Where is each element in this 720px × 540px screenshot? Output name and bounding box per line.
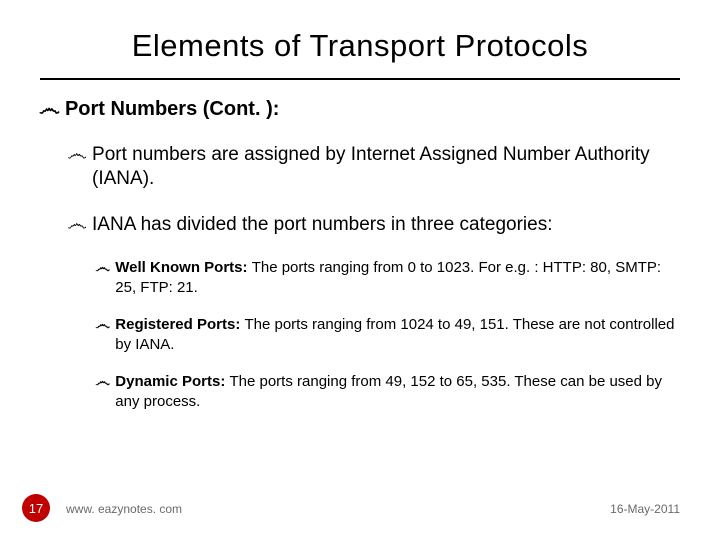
list-item-text: Registered Ports: The ports ranging from… [115, 315, 680, 354]
slide-body: ෴ Port Numbers (Cont. ): ෴ Port numbers … [40, 80, 680, 411]
term: Registered Ports: [115, 316, 244, 333]
footer-url: www. eazynotes. com [66, 502, 182, 516]
list-item-text: Port numbers are assigned by Internet As… [92, 143, 680, 191]
list-item: ෴ IANA has divided the port numbers in t… [68, 213, 680, 237]
slide-footer: 17 www. eazynotes. com 16-May-2011 [0, 490, 720, 522]
term: Dynamic Ports: [115, 373, 229, 390]
bullet-icon: ෴ [67, 213, 87, 237]
list-item: ෴ Port numbers are assigned by Internet … [68, 143, 680, 191]
level2-list: ෴ Port numbers are assigned by Internet … [40, 143, 680, 411]
list-item: ෴ Dynamic Ports: The ports ranging from … [96, 372, 680, 411]
bullet-icon: ෴ [95, 372, 110, 390]
level3-list: ෴ Well Known Ports: The ports ranging fr… [68, 258, 680, 411]
list-item: ෴ Registered Ports: The ports ranging fr… [96, 315, 680, 354]
term: Well Known Ports: [115, 259, 251, 276]
footer-date: 16-May-2011 [610, 502, 680, 516]
heading-l1: ෴ Port Numbers (Cont. ): [40, 98, 680, 121]
page-number: 17 [29, 501, 43, 516]
list-item: ෴ Well Known Ports: The ports ranging fr… [96, 258, 680, 297]
heading-l1-text: Port Numbers (Cont. ): [65, 98, 279, 121]
slide: Elements of Transport Protocols ෴ Port N… [0, 0, 720, 540]
bullet-icon: ෴ [39, 98, 60, 121]
bullet-icon: ෴ [67, 143, 87, 167]
list-item-text: IANA has divided the port numbers in thr… [92, 213, 552, 237]
page-number-badge: 17 [22, 494, 50, 522]
slide-title: Elements of Transport Protocols [40, 20, 680, 80]
bullet-icon: ෴ [95, 315, 110, 333]
bullet-icon: ෴ [95, 258, 110, 276]
list-item-text: Dynamic Ports: The ports ranging from 49… [115, 372, 680, 411]
list-item-text: Well Known Ports: The ports ranging from… [115, 258, 680, 297]
